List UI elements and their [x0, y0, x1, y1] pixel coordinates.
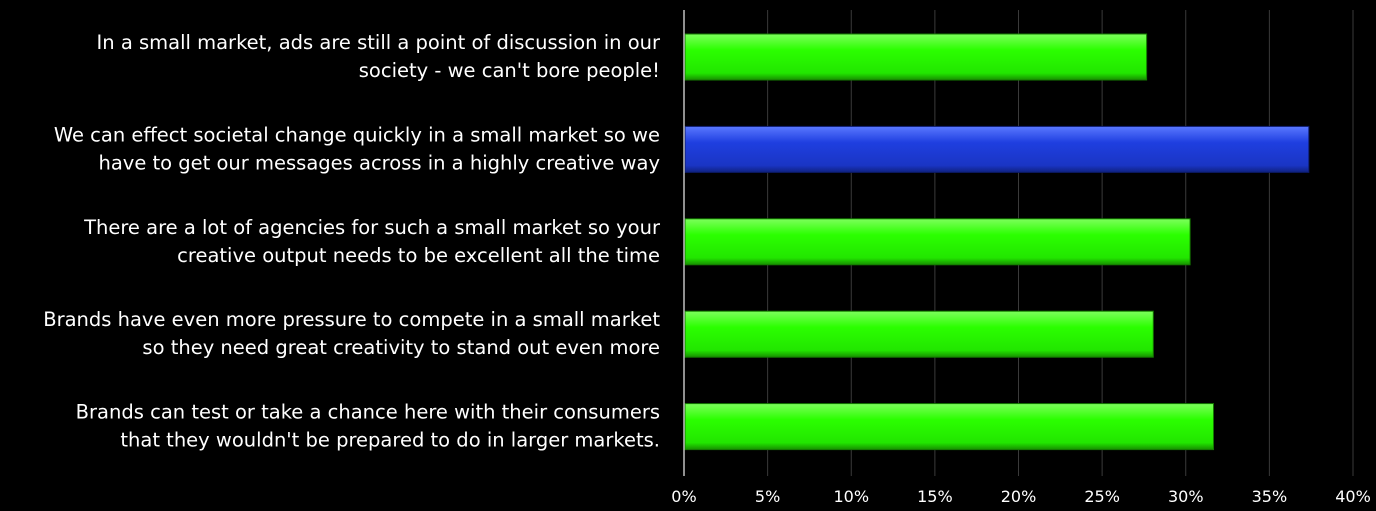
- bar: [684, 403, 1215, 451]
- category-label: Brands have even more pressure to compet…: [43, 308, 660, 331]
- x-tick-label: 15%: [917, 487, 953, 506]
- category-label: We can effect societal change quickly in…: [54, 123, 660, 146]
- x-tick-label: 25%: [1084, 487, 1120, 506]
- x-tick-label: 5%: [755, 487, 780, 506]
- x-tick-label: 40%: [1335, 487, 1371, 506]
- bar-highlighted: [684, 125, 1310, 173]
- x-tick-labels: 0% 5% 10% 15% 20% 25% 30% 35% 40%: [671, 487, 1370, 506]
- bars: [684, 33, 1310, 451]
- category-label: In a small market, ads are still a point…: [97, 31, 661, 54]
- category-label: society - we can't bore people!: [359, 59, 660, 82]
- category-label: have to get our messages across in a hig…: [98, 151, 660, 174]
- category-label: so they need great creativity to stand o…: [142, 336, 660, 359]
- category-label: Brands can test or take a chance here wi…: [76, 401, 660, 424]
- bar: [684, 218, 1191, 266]
- category-label: that they wouldn't be prepared to do in …: [120, 429, 660, 452]
- x-tick-label: 10%: [833, 487, 869, 506]
- x-tick-label: 30%: [1168, 487, 1204, 506]
- x-tick-label: 20%: [1001, 487, 1037, 506]
- category-labels: In a small market, ads are still a point…: [43, 31, 661, 452]
- x-tick-label: 35%: [1252, 487, 1288, 506]
- x-tick-label: 0%: [671, 487, 696, 506]
- category-label: creative output needs to be excellent al…: [177, 244, 660, 267]
- bar: [684, 310, 1154, 358]
- category-label: There are a lot of agencies for such a s…: [83, 216, 661, 239]
- bar: [684, 33, 1148, 81]
